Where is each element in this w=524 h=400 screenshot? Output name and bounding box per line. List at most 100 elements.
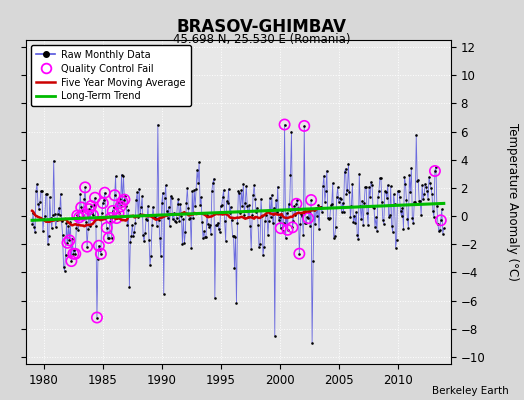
Point bbox=[170, 218, 179, 224]
Point bbox=[434, 221, 442, 227]
Point bbox=[203, 212, 211, 218]
Point bbox=[82, 219, 90, 225]
Point bbox=[232, 300, 241, 307]
Point bbox=[94, 256, 102, 263]
Point bbox=[387, 223, 396, 229]
Point bbox=[91, 194, 99, 201]
Point bbox=[378, 199, 386, 206]
Point bbox=[285, 200, 293, 207]
Point bbox=[370, 204, 378, 211]
Point bbox=[181, 229, 190, 235]
Point bbox=[125, 283, 134, 290]
Point bbox=[387, 183, 395, 190]
Point bbox=[114, 210, 123, 216]
Point bbox=[209, 180, 217, 186]
Point bbox=[35, 206, 43, 212]
Point bbox=[379, 220, 388, 227]
Point bbox=[215, 226, 223, 233]
Point bbox=[262, 212, 270, 218]
Point bbox=[418, 182, 427, 188]
Point bbox=[240, 212, 248, 219]
Point bbox=[69, 250, 78, 257]
Point bbox=[130, 229, 138, 236]
Point bbox=[292, 200, 301, 207]
Point bbox=[385, 214, 393, 220]
Point bbox=[277, 225, 285, 231]
Point bbox=[227, 217, 236, 223]
Point bbox=[126, 238, 135, 245]
Point bbox=[343, 186, 352, 193]
Point bbox=[131, 220, 139, 226]
Point bbox=[245, 202, 254, 208]
Point bbox=[206, 231, 215, 237]
Point bbox=[361, 184, 369, 190]
Point bbox=[43, 241, 52, 248]
Point bbox=[421, 181, 429, 187]
Point bbox=[432, 164, 440, 170]
Point bbox=[323, 167, 331, 174]
Point bbox=[315, 226, 323, 232]
Point bbox=[101, 190, 109, 196]
Point bbox=[306, 222, 314, 229]
Point bbox=[352, 208, 361, 215]
Point bbox=[234, 188, 243, 194]
Point bbox=[300, 123, 309, 129]
Point bbox=[410, 199, 419, 206]
Point bbox=[224, 186, 233, 192]
Point bbox=[87, 203, 95, 209]
Point bbox=[307, 197, 315, 203]
Point bbox=[225, 210, 234, 216]
Point bbox=[168, 216, 177, 223]
Point bbox=[76, 191, 84, 198]
Point bbox=[139, 232, 147, 238]
Point bbox=[152, 222, 161, 229]
Point bbox=[29, 210, 37, 217]
Point bbox=[101, 190, 109, 196]
Point bbox=[252, 209, 260, 216]
Point bbox=[249, 192, 257, 198]
Point bbox=[221, 218, 229, 224]
Point bbox=[202, 234, 210, 240]
Point bbox=[368, 182, 376, 189]
Point bbox=[134, 214, 143, 220]
Point bbox=[371, 224, 379, 230]
Point bbox=[145, 237, 153, 244]
Point bbox=[289, 218, 298, 224]
Point bbox=[429, 208, 437, 214]
Point bbox=[388, 228, 397, 235]
Point bbox=[373, 228, 381, 234]
Point bbox=[105, 218, 114, 225]
Point bbox=[427, 184, 435, 191]
Point bbox=[235, 190, 244, 196]
Point bbox=[280, 121, 289, 128]
Point bbox=[345, 189, 354, 195]
Point bbox=[144, 202, 152, 209]
Point bbox=[255, 244, 263, 250]
Point bbox=[157, 253, 165, 259]
Point bbox=[295, 250, 303, 257]
Point bbox=[384, 182, 392, 188]
Point bbox=[381, 189, 390, 195]
Point bbox=[88, 210, 96, 216]
Point bbox=[156, 235, 164, 242]
Point bbox=[81, 184, 89, 190]
Point bbox=[301, 220, 309, 226]
Point bbox=[116, 203, 125, 210]
Point bbox=[78, 206, 86, 213]
Point bbox=[294, 205, 302, 212]
Text: Berkeley Earth: Berkeley Earth bbox=[432, 386, 508, 396]
Point bbox=[353, 232, 362, 238]
Point bbox=[223, 198, 231, 204]
Point bbox=[386, 212, 394, 218]
Point bbox=[83, 244, 91, 250]
Point bbox=[354, 236, 363, 242]
Point bbox=[200, 228, 208, 234]
Point bbox=[37, 188, 45, 194]
Point bbox=[405, 172, 413, 178]
Point bbox=[215, 229, 224, 235]
Point bbox=[431, 168, 439, 174]
Point bbox=[253, 205, 261, 211]
Point bbox=[430, 214, 438, 220]
Point bbox=[47, 215, 55, 221]
Point bbox=[93, 314, 101, 321]
